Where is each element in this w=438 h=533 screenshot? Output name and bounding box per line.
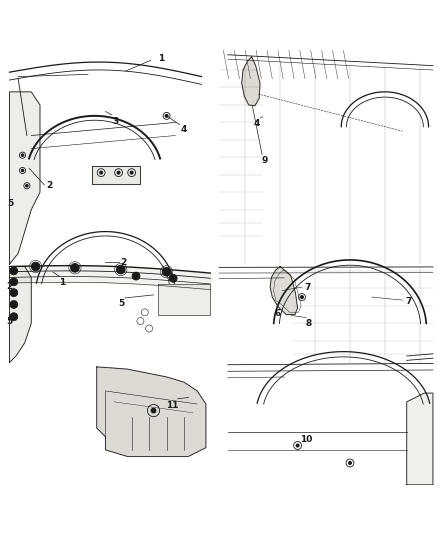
Polygon shape	[407, 393, 433, 485]
Circle shape	[132, 272, 140, 280]
Polygon shape	[92, 166, 141, 183]
Circle shape	[300, 296, 303, 298]
Circle shape	[151, 408, 155, 413]
Circle shape	[349, 462, 351, 464]
Polygon shape	[10, 266, 31, 362]
Text: 2: 2	[46, 181, 53, 190]
Circle shape	[296, 444, 299, 447]
Text: 5: 5	[118, 299, 124, 308]
Text: 4: 4	[181, 125, 187, 134]
Text: 5: 5	[6, 318, 12, 326]
Text: 4: 4	[253, 119, 260, 128]
Circle shape	[169, 274, 177, 282]
Circle shape	[165, 115, 168, 117]
Text: 11: 11	[166, 400, 178, 409]
Text: 5: 5	[7, 199, 13, 208]
Circle shape	[31, 262, 40, 271]
Circle shape	[21, 169, 24, 172]
Circle shape	[10, 301, 18, 309]
Text: 7: 7	[304, 283, 311, 292]
Text: 1: 1	[59, 278, 65, 287]
Circle shape	[10, 289, 18, 297]
Text: 7: 7	[406, 297, 412, 306]
Text: 6: 6	[275, 309, 281, 318]
Polygon shape	[97, 367, 206, 456]
Circle shape	[162, 268, 171, 276]
Text: 2: 2	[120, 257, 126, 266]
Polygon shape	[270, 266, 297, 314]
Circle shape	[10, 267, 18, 275]
Circle shape	[21, 154, 24, 156]
Circle shape	[71, 263, 79, 272]
Polygon shape	[158, 284, 210, 314]
Polygon shape	[242, 57, 260, 106]
Circle shape	[117, 171, 120, 174]
Circle shape	[10, 278, 18, 286]
Text: 9: 9	[262, 156, 268, 165]
Text: 3: 3	[112, 117, 118, 126]
Text: 2: 2	[7, 282, 13, 291]
Polygon shape	[10, 92, 40, 264]
Text: 1: 1	[158, 54, 164, 63]
Circle shape	[100, 171, 102, 174]
Circle shape	[131, 171, 133, 174]
Text: 10: 10	[300, 435, 312, 444]
Circle shape	[10, 313, 18, 321]
Text: 8: 8	[305, 319, 312, 328]
Circle shape	[117, 265, 125, 274]
Circle shape	[26, 184, 28, 187]
